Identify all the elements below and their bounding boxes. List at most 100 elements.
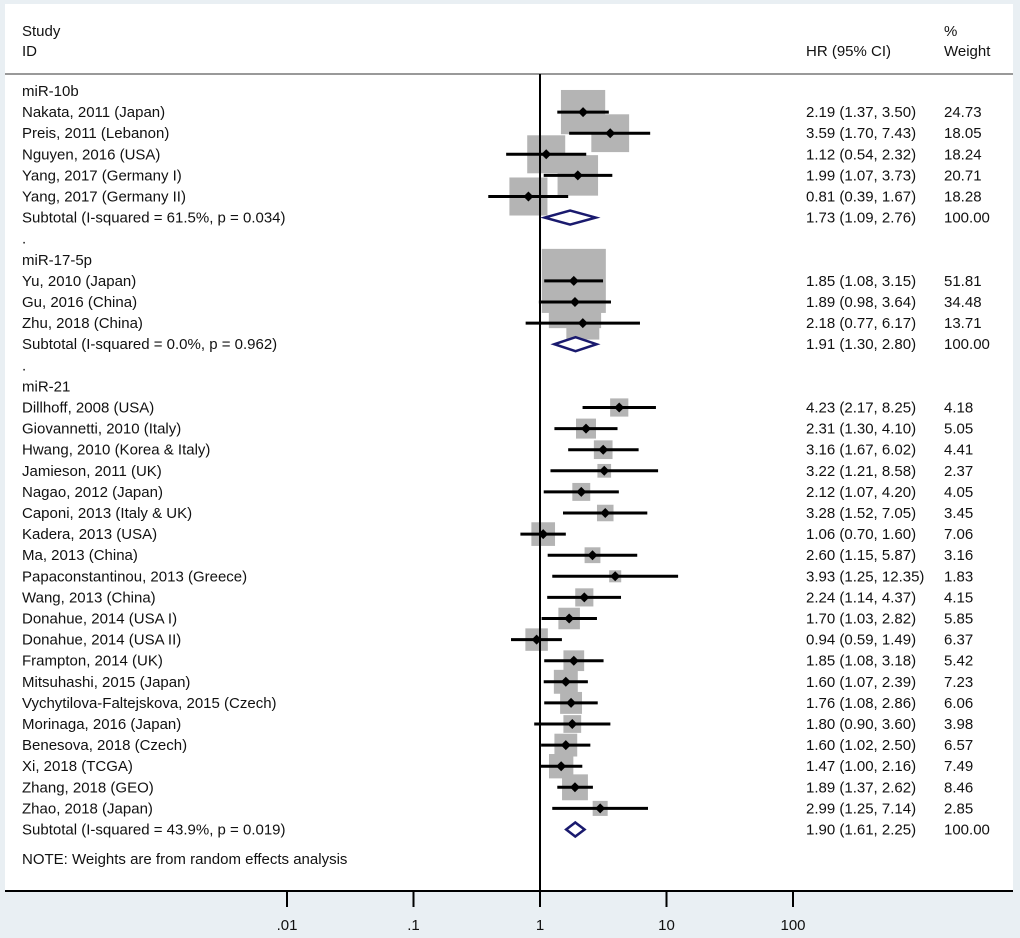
study-weight: 2.85 bbox=[944, 800, 973, 817]
study-label: Dillhoff, 2008 (USA) bbox=[22, 400, 154, 417]
study-label: Benesova, 2018 (Czech) bbox=[22, 737, 187, 754]
study-label: Kadera, 2013 (USA) bbox=[22, 526, 157, 543]
subtotal-diamond bbox=[540, 209, 601, 226]
study-label: Donahue, 2014 (USA II) bbox=[22, 632, 181, 649]
study-ci: 2.31 (1.30, 4.10) bbox=[806, 421, 916, 438]
study-ci: 1.06 (0.70, 1.60) bbox=[806, 526, 916, 543]
group-label: miR-21 bbox=[22, 378, 70, 395]
study-weight: 13.71 bbox=[944, 315, 982, 332]
point-estimate bbox=[569, 297, 580, 307]
study-label: Papaconstantinou, 2013 (Greece) bbox=[22, 568, 247, 585]
study-label: Morinaga, 2016 (Japan) bbox=[22, 716, 181, 733]
study-label: Yu, 2010 (Japan) bbox=[22, 273, 136, 290]
subtotal-ci: 1.90 (1.61, 2.25) bbox=[806, 822, 916, 839]
header-id: ID bbox=[22, 43, 37, 60]
point-estimate bbox=[564, 613, 575, 624]
study-weight: 6.37 bbox=[944, 632, 973, 649]
x-tick-label: 100 bbox=[780, 917, 805, 934]
study-ci: 1.85 (1.08, 3.18) bbox=[806, 653, 916, 670]
header-hr: HR (95% CI) bbox=[806, 43, 891, 60]
point-estimate bbox=[579, 592, 590, 603]
study-label: Zhang, 2018 (GEO) bbox=[22, 779, 154, 796]
study-ci: 1.47 (1.00, 2.16) bbox=[806, 758, 916, 775]
point-estimate bbox=[569, 782, 580, 793]
study-ci: 2.60 (1.15, 5.87) bbox=[806, 547, 916, 564]
point-estimate bbox=[599, 465, 610, 476]
point-estimate bbox=[568, 655, 579, 666]
study-label: Caponi, 2013 (Italy & UK) bbox=[22, 505, 192, 522]
study-weight: 7.23 bbox=[944, 674, 973, 691]
point-estimate bbox=[560, 740, 571, 751]
study-ci: 2.99 (1.25, 7.14) bbox=[806, 800, 916, 817]
study-weight: 6.06 bbox=[944, 695, 973, 712]
study-weight: 18.28 bbox=[944, 189, 982, 206]
point-estimate bbox=[531, 634, 542, 645]
study-label: Donahue, 2014 (USA I) bbox=[22, 611, 177, 628]
study-label: Preis, 2011 (Lebanon) bbox=[22, 125, 169, 142]
point-estimate bbox=[567, 719, 578, 729]
study-ci: 1.12 (0.54, 2.32) bbox=[806, 146, 916, 163]
study-weight: 4.15 bbox=[944, 589, 973, 606]
study-weight: 24.73 bbox=[944, 104, 982, 121]
study-ci: 2.18 (0.77, 6.17) bbox=[806, 315, 916, 332]
study-label: Xi, 2018 (TCGA) bbox=[22, 758, 133, 775]
study-weight: 7.49 bbox=[944, 758, 973, 775]
subtotal-diamond bbox=[550, 335, 601, 353]
subtotal-label: Subtotal (I-squared = 43.9%, p = 0.019) bbox=[22, 822, 286, 839]
study-ci: 4.23 (2.17, 8.25) bbox=[806, 400, 916, 417]
note: NOTE: Weights are from random effects an… bbox=[22, 851, 347, 868]
study-weight: 3.16 bbox=[944, 547, 973, 564]
point-estimate bbox=[610, 571, 621, 582]
x-tick-label: 10 bbox=[658, 917, 675, 934]
point-estimate bbox=[566, 697, 577, 708]
study-ci: 1.76 (1.08, 2.86) bbox=[806, 695, 916, 712]
study-label: Hwang, 2010 (Korea & Italy) bbox=[22, 442, 210, 459]
subtotal-weight: 100.00 bbox=[944, 336, 990, 353]
header-study: Study bbox=[22, 23, 61, 40]
study-weight: 3.45 bbox=[944, 505, 973, 522]
study-ci: 1.89 (1.37, 2.62) bbox=[806, 779, 916, 796]
subtotal-weight: 100.00 bbox=[944, 822, 990, 839]
study-label: Gu, 2016 (China) bbox=[22, 294, 137, 311]
point-estimate bbox=[580, 423, 591, 434]
header-pct: % bbox=[944, 23, 957, 40]
point-estimate bbox=[541, 149, 552, 160]
study-weight: 1.83 bbox=[944, 568, 973, 585]
point-estimate bbox=[587, 550, 598, 561]
study-weight: 20.71 bbox=[944, 167, 982, 184]
study-ci: 1.89 (0.98, 3.64) bbox=[806, 294, 916, 311]
header-weight: Weight bbox=[944, 43, 991, 60]
study-ci: 2.19 (1.37, 3.50) bbox=[806, 104, 916, 121]
study-label: Wang, 2013 (China) bbox=[22, 589, 156, 606]
x-tick-label: .01 bbox=[277, 917, 298, 934]
study-weight: 4.41 bbox=[944, 442, 973, 459]
point-estimate bbox=[560, 676, 571, 687]
study-label: Jamieson, 2011 (UK) bbox=[22, 463, 162, 480]
study-weight: 8.46 bbox=[944, 779, 973, 796]
study-label: Giovannetti, 2010 (Italy) bbox=[22, 421, 181, 438]
study-label: Frampton, 2014 (UK) bbox=[22, 653, 163, 670]
study-label: Yang, 2017 (Germany I) bbox=[22, 167, 182, 184]
study-label: Ma, 2013 (China) bbox=[22, 547, 138, 564]
study-ci: 2.12 (1.07, 4.20) bbox=[806, 484, 916, 501]
study-ci: 0.94 (0.59, 1.49) bbox=[806, 632, 916, 649]
study-ci: 3.93 (1.25, 12.35) bbox=[806, 568, 924, 585]
study-weight: 5.42 bbox=[944, 653, 973, 670]
subtotal-ci: 1.73 (1.09, 2.76) bbox=[806, 210, 916, 227]
subtotal-ci: 1.91 (1.30, 2.80) bbox=[806, 336, 916, 353]
study-ci: 0.81 (0.39, 1.67) bbox=[806, 189, 916, 206]
study-ci: 3.16 (1.67, 6.02) bbox=[806, 442, 916, 459]
point-estimate bbox=[568, 275, 579, 286]
study-label: Yang, 2017 (Germany II) bbox=[22, 189, 186, 206]
point-estimate bbox=[578, 107, 589, 118]
study-label: Nakata, 2011 (Japan) bbox=[22, 104, 165, 121]
x-tick-label: 1 bbox=[536, 917, 544, 934]
study-ci: 1.60 (1.02, 2.50) bbox=[806, 737, 916, 754]
study-ci: 3.22 (1.21, 8.58) bbox=[806, 463, 916, 480]
study-weight: 6.57 bbox=[944, 737, 973, 754]
subtotal-label: Subtotal (I-squared = 0.0%, p = 0.962) bbox=[22, 336, 277, 353]
study-label: Mitsuhashi, 2015 (Japan) bbox=[22, 674, 190, 691]
study-label: Nagao, 2012 (Japan) bbox=[22, 484, 163, 501]
study-ci: 3.28 (1.52, 7.05) bbox=[806, 505, 916, 522]
